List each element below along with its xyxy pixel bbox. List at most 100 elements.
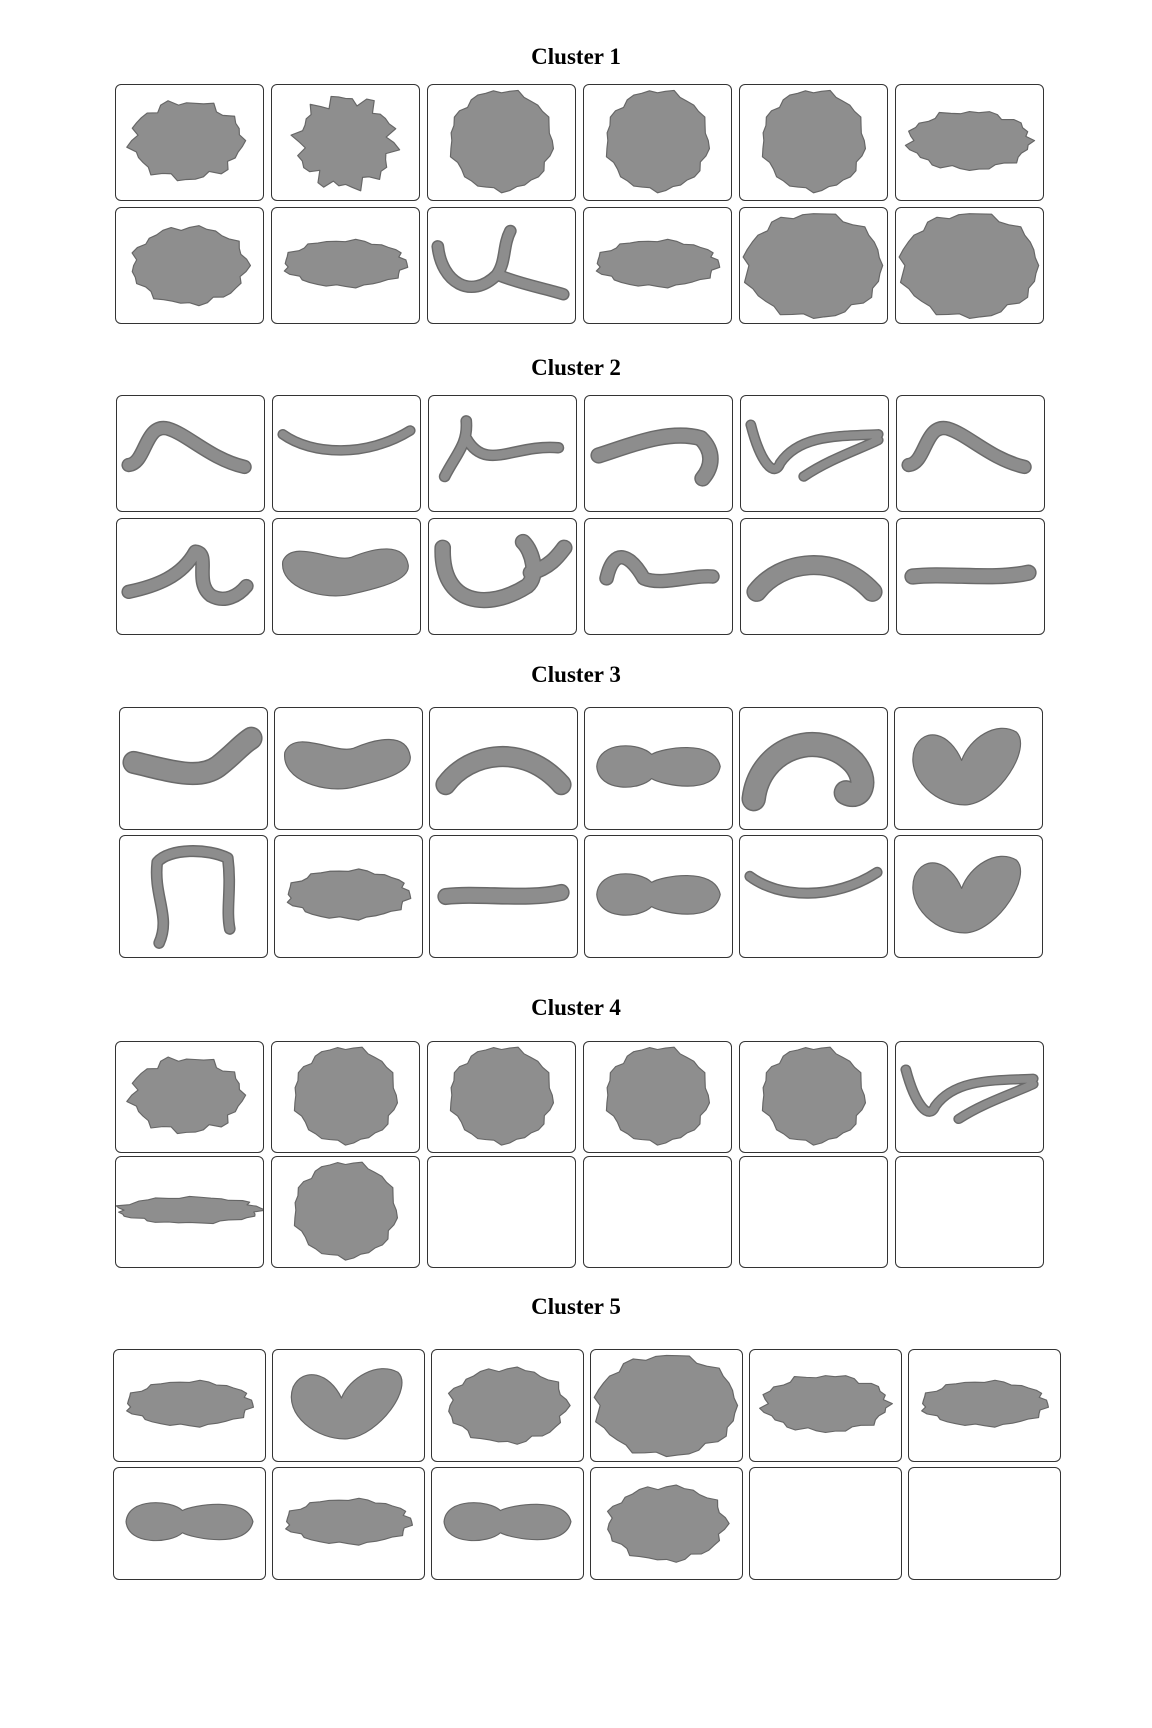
blob-elongated-render — [285, 1497, 414, 1546]
shape-thumbnail — [908, 1349, 1061, 1462]
blob-large-render — [742, 213, 884, 319]
tube-curl-render — [741, 732, 875, 812]
shape-thumbnail — [272, 518, 421, 635]
shape-thumbnail — [115, 1041, 264, 1153]
cluster-title: Cluster 1 — [531, 44, 621, 69]
shape-thumbnail — [427, 1041, 576, 1153]
blob-banana-render — [284, 738, 411, 790]
empty-shape-cell — [908, 1467, 1061, 1580]
empty-shape-cell — [427, 1156, 576, 1268]
tube-wave-short-render — [599, 550, 720, 589]
shape-thumbnail — [740, 395, 889, 512]
blob-round-render — [293, 1046, 399, 1146]
tube-zigzag-render — [745, 419, 884, 482]
tube-arc-flat-render — [744, 866, 883, 899]
blob-elongated-render — [126, 1379, 255, 1428]
blob-round-render — [605, 89, 711, 194]
blob-v-render — [912, 855, 1022, 934]
tube-straight-render — [437, 883, 570, 906]
shape-thumbnail — [894, 835, 1043, 958]
shape-thumbnail — [583, 84, 732, 201]
blob-peanut-render — [443, 1502, 572, 1542]
shape-thumbnail — [895, 1041, 1044, 1153]
shape-thumbnail — [115, 1156, 264, 1268]
shape-thumbnail — [584, 395, 733, 512]
shape-thumbnail — [272, 395, 421, 512]
blob-lumpy-render — [126, 100, 247, 182]
cluster-title: Cluster 2 — [531, 355, 621, 380]
blob-v-render — [290, 1368, 403, 1440]
shape-thumbnail — [272, 1349, 425, 1462]
blob-peanut-render — [596, 745, 721, 788]
cluster-title: Cluster 5 — [531, 1294, 621, 1319]
empty-shape-cell — [749, 1467, 902, 1580]
shape-thumbnail — [115, 207, 264, 324]
tube-u-render — [434, 533, 573, 609]
shape-thumbnail — [739, 207, 888, 324]
blob-elongated-render — [286, 868, 412, 921]
empty-shape-cell — [583, 1156, 732, 1268]
blob-rod-render — [116, 1195, 263, 1225]
shape-thumbnail — [584, 707, 733, 830]
shape-thumbnail — [739, 84, 888, 201]
empty-render — [750, 1468, 901, 1579]
shape-thumbnail — [271, 207, 420, 324]
shape-thumbnail — [428, 395, 577, 512]
shape-thumbnail — [583, 1041, 732, 1153]
empty-render — [428, 1157, 575, 1267]
shape-thumbnail — [896, 518, 1045, 635]
shape-thumbnail — [427, 207, 576, 324]
shape-thumbnail — [739, 707, 888, 830]
blob-wide-render — [759, 1375, 893, 1434]
shape-thumbnail — [271, 84, 420, 201]
shape-thumbnail — [429, 707, 578, 830]
tube-arc-flat-render — [277, 425, 416, 456]
tube-frame-render — [150, 845, 236, 949]
cluster-title: Cluster 4 — [531, 995, 621, 1020]
tube-wave-render — [121, 420, 252, 475]
shape-thumbnail — [271, 1156, 420, 1268]
tube-hook-render — [590, 427, 719, 487]
blob-round-render — [761, 89, 867, 194]
shape-thumbnail — [431, 1467, 584, 1580]
shape-thumbnail — [895, 84, 1044, 201]
shape-thumbnail — [113, 1467, 266, 1580]
empty-render — [584, 1157, 731, 1267]
shape-thumbnail — [896, 395, 1045, 512]
blob-banana-render — [282, 548, 409, 597]
shape-thumbnail — [427, 84, 576, 201]
blob-round-render — [293, 1161, 399, 1261]
tube-wave-render — [901, 420, 1032, 475]
shape-thumbnail — [584, 835, 733, 958]
blob-round-render — [449, 89, 555, 194]
shape-thumbnail — [894, 707, 1043, 830]
shape-thumbnail — [749, 1349, 902, 1462]
shape-thumbnail — [739, 1041, 888, 1153]
blob-v-render — [912, 727, 1022, 806]
shape-thumbnail — [116, 395, 265, 512]
blob-elongated-render — [595, 238, 721, 289]
cluster-title: Cluster 3 — [531, 662, 621, 687]
blob-elongated-render — [283, 238, 409, 289]
shape-thumbnail — [115, 84, 264, 201]
shape-thumbnail — [274, 835, 423, 958]
blob-round-render — [605, 1046, 711, 1146]
tube-arc-render — [746, 555, 883, 602]
shape-thumbnail — [113, 1349, 266, 1462]
tube-straight-render — [904, 564, 1037, 585]
shape-thumbnail — [119, 835, 268, 958]
tube-s-render — [121, 544, 254, 606]
shape-thumbnail — [429, 835, 578, 958]
empty-shape-cell — [739, 1156, 888, 1268]
blob-oval-render — [447, 1366, 571, 1445]
blob-round-render — [449, 1046, 555, 1146]
shape-thumbnail — [739, 835, 888, 958]
blob-oval-render — [131, 225, 252, 307]
empty-render — [896, 1157, 1043, 1267]
blob-round-render — [761, 1046, 867, 1146]
shape-thumbnail — [583, 207, 732, 324]
empty-shape-cell — [895, 1156, 1044, 1268]
tube-forked-render — [431, 224, 570, 301]
blob-large-render — [898, 213, 1040, 319]
empty-render — [740, 1157, 887, 1267]
